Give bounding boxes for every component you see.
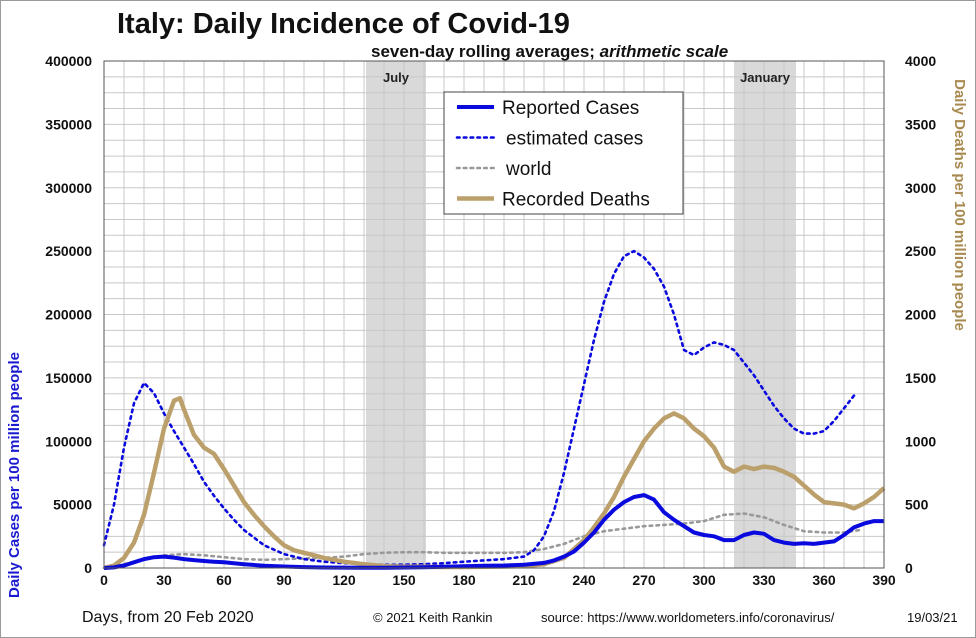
- source-text: source: https://www.worldometers.info/co…: [541, 610, 835, 625]
- x-tick-label: 0: [100, 572, 108, 588]
- y-tick-label-right: 1500: [905, 370, 936, 386]
- legend-box: [443, 91, 684, 215]
- series-line-estimated-cases: [102, 249, 856, 567]
- y-tick-label-right: 4000: [905, 53, 936, 69]
- x-tick-label: 30: [156, 572, 172, 588]
- y-axis-label-right: Daily Deaths per 100 million people: [951, 79, 968, 331]
- copyright-text: © 2021 Keith Rankin: [373, 610, 492, 625]
- x-tick-label: 120: [332, 572, 356, 588]
- band-labels: July January: [383, 70, 791, 85]
- band-label-july: July: [383, 70, 410, 85]
- y-tick-label-left: 300000: [45, 180, 92, 196]
- legend-label-reported-cases: Reported Cases: [502, 98, 639, 119]
- plot-border: [103, 60, 885, 569]
- y-tick-label-left: 200000: [45, 307, 92, 323]
- y-tick-label-right: 500: [905, 497, 929, 513]
- chart-subtitle: seven-day rolling averages; arithmetic s…: [371, 42, 728, 61]
- y-tick-label-left: 150000: [45, 370, 92, 386]
- subtitle-italic: arithmetic scale: [600, 42, 729, 61]
- legend: Reported Cases estimated cases world Record…: [443, 91, 684, 215]
- y-tick-label-right: 2500: [905, 243, 936, 259]
- y-tick-label-right: 3500: [905, 116, 936, 132]
- x-tick-label: 330: [752, 572, 776, 588]
- series-line-reported-cases: [103, 493, 884, 570]
- legend-label-estimated-cases: estimated cases: [506, 129, 643, 150]
- x-tick-label: 360: [812, 572, 836, 588]
- x-tick-label: 210: [512, 572, 536, 588]
- y-tick-label-left: 100000: [45, 433, 92, 449]
- y-tick-label-left: 400000: [45, 53, 92, 69]
- x-tick-label: 300: [692, 572, 716, 588]
- axis-ticks: 0 30 60 90 120 150 180 210 240 270 300 330 360 390 0 50…: [45, 53, 936, 588]
- x-tick-label: 390: [872, 572, 896, 588]
- y-axis-label-left: Daily Cases per 100 million people: [6, 352, 23, 598]
- chart-title: Italy: Daily Incidence of Covid-19: [117, 8, 570, 40]
- y-tick-label-left: 0: [84, 560, 92, 576]
- data-series: [102, 249, 886, 571]
- y-tick-label-right: 0: [905, 560, 913, 576]
- band-label-january: January: [740, 70, 791, 85]
- subtitle-main: seven-day rolling averages;: [371, 42, 600, 61]
- x-tick-label: 150: [392, 572, 416, 588]
- x-tick-label: 240: [572, 572, 596, 588]
- y-tick-label-right: 3000: [905, 180, 936, 196]
- y-tick-label-left: 250000: [45, 243, 92, 259]
- y-tick-label-left: 50000: [53, 497, 92, 513]
- y-tick-label-left: 350000: [45, 116, 92, 132]
- y-tick-label-right: 1000: [905, 433, 936, 449]
- x-tick-label: 90: [276, 572, 292, 588]
- legend-label-world: world: [505, 159, 551, 180]
- date-text: 19/03/21: [907, 610, 958, 625]
- x-axis-label: Days, from 20 Feb 2020: [82, 609, 254, 626]
- series-line-world: [102, 512, 862, 570]
- x-tick-label: 270: [632, 572, 656, 588]
- x-tick-label: 180: [452, 572, 476, 588]
- legend-label-recorded-deaths: Recorded Deaths: [502, 190, 650, 211]
- y-tick-label-right: 2000: [905, 307, 936, 323]
- x-tick-label: 60: [216, 572, 232, 588]
